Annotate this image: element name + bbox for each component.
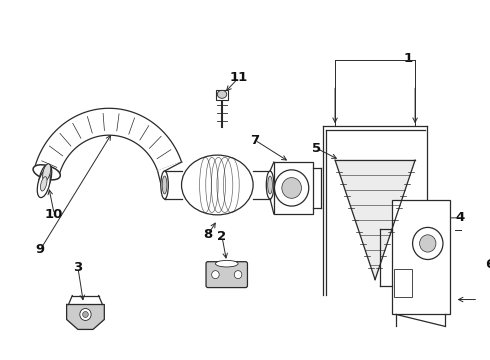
Ellipse shape <box>161 171 169 199</box>
Text: 4: 4 <box>456 211 465 224</box>
Text: 7: 7 <box>250 134 260 147</box>
Circle shape <box>413 228 443 260</box>
Polygon shape <box>158 162 182 199</box>
FancyBboxPatch shape <box>394 269 412 297</box>
Ellipse shape <box>181 155 253 215</box>
Text: 6: 6 <box>485 258 490 271</box>
Text: 2: 2 <box>218 230 226 243</box>
Text: 10: 10 <box>45 208 63 221</box>
FancyBboxPatch shape <box>274 162 314 214</box>
Circle shape <box>212 271 219 279</box>
Circle shape <box>83 311 88 318</box>
FancyBboxPatch shape <box>206 262 247 288</box>
Ellipse shape <box>43 164 51 181</box>
Ellipse shape <box>41 177 47 191</box>
Circle shape <box>282 177 301 198</box>
Text: 3: 3 <box>74 261 82 274</box>
Ellipse shape <box>37 170 50 198</box>
Text: 5: 5 <box>312 141 321 155</box>
Ellipse shape <box>162 176 167 194</box>
Circle shape <box>419 235 436 252</box>
Polygon shape <box>270 162 274 214</box>
Polygon shape <box>67 305 104 329</box>
Ellipse shape <box>216 260 238 267</box>
Circle shape <box>234 271 242 279</box>
Text: 11: 11 <box>230 71 248 84</box>
Polygon shape <box>335 160 415 280</box>
Text: 1: 1 <box>403 52 413 65</box>
Ellipse shape <box>268 176 272 194</box>
Ellipse shape <box>266 171 274 199</box>
Text: 9: 9 <box>36 243 45 256</box>
Circle shape <box>274 170 309 206</box>
FancyBboxPatch shape <box>392 200 450 315</box>
FancyBboxPatch shape <box>217 90 228 100</box>
Polygon shape <box>34 108 182 176</box>
Ellipse shape <box>39 165 52 192</box>
Ellipse shape <box>33 165 60 180</box>
Circle shape <box>80 309 91 320</box>
Text: 8: 8 <box>203 228 213 241</box>
Ellipse shape <box>218 90 227 98</box>
